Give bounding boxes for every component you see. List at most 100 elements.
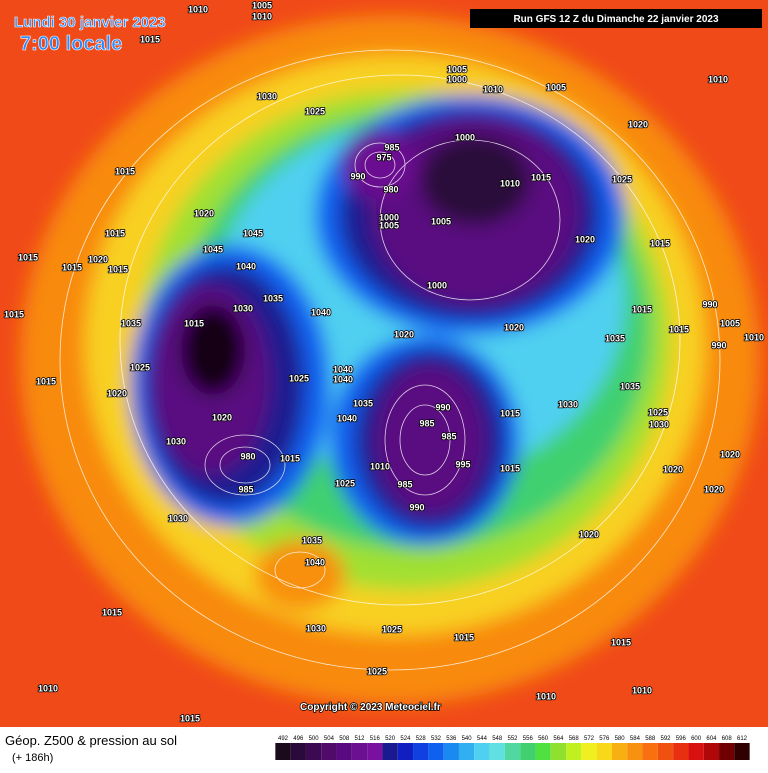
pressure-label: 1010 (188, 4, 208, 14)
pressure-label: 1035 (605, 333, 625, 343)
pressure-label: 1020 (628, 119, 648, 129)
pressure-label: 1005 (252, 0, 272, 10)
legend-swatch (458, 743, 475, 760)
legend-swatch (413, 743, 429, 760)
pressure-label: 1025 (648, 407, 668, 417)
legend-swatch (351, 743, 368, 760)
pressure-label: 1025 (612, 174, 632, 184)
legend-swatch (596, 743, 612, 760)
pressure-label: 1010 (632, 685, 652, 695)
legend-label: 572 (584, 736, 595, 742)
legend-swatch (642, 743, 658, 760)
legend-swatch (367, 743, 383, 760)
pressure-label: 990 (711, 340, 726, 350)
pressure-label: 1010 (500, 178, 520, 188)
pressure-label: 1000 (447, 74, 467, 84)
legend-swatch (719, 743, 735, 760)
date-label: Lundi 30 janvier 2023 (14, 14, 166, 31)
pressure-label: 1020 (579, 529, 599, 539)
legend-label: 604 (706, 736, 717, 742)
forecast-lead: (+ 186h) (12, 752, 53, 764)
legend-label: 536 (446, 736, 457, 742)
legend-label: 588 (645, 736, 656, 742)
pressure-label: 1005 (447, 64, 467, 74)
pressure-label: 1020 (504, 322, 524, 332)
legend-swatch (305, 743, 322, 760)
pressure-label: 1020 (575, 234, 595, 244)
pressure-label: 1010 (483, 84, 503, 94)
pressure-label: 1030 (306, 623, 326, 633)
isobars (59, 49, 721, 671)
pressure-label: 1025 (289, 373, 309, 383)
pressure-label: 985 (238, 484, 253, 494)
legend-swatch (290, 743, 306, 760)
legend-swatch (734, 743, 750, 760)
pressure-label: 1020 (194, 208, 214, 218)
legend-label: 512 (354, 736, 365, 742)
pressure-label: 1000 (427, 280, 447, 290)
legend-label: 496 (293, 736, 304, 742)
legend-label: 540 (462, 736, 473, 742)
legend-label: 524 (400, 736, 411, 742)
legend-label: 592 (660, 736, 671, 742)
legend-swatch (428, 743, 444, 760)
pressure-label: 1015 (500, 463, 520, 473)
pressure-label: 1015 (4, 309, 24, 319)
copyright: Copyright © 2023 Meteociel.fr (300, 702, 441, 713)
legend-label: 608 (722, 736, 733, 742)
legend-label: 544 (477, 736, 488, 742)
pressure-label: 990 (350, 171, 365, 181)
pressure-label: 1030 (168, 513, 188, 523)
run-box (470, 9, 762, 28)
pressure-label: 1020 (394, 329, 414, 339)
legend-label: 612 (737, 736, 748, 742)
pressure-label: 980 (240, 451, 255, 461)
legend-label: 560 (538, 736, 549, 742)
pressure-label: 1045 (243, 228, 263, 238)
pressure-label: 1005 (720, 318, 740, 328)
legend-label: 492 (278, 736, 289, 742)
pressure-label: 995 (455, 459, 470, 469)
pressure-label: 1040 (305, 557, 325, 567)
legend-label: 504 (324, 736, 335, 742)
legend-label: 500 (309, 736, 320, 742)
pressure-label: 1015 (500, 408, 520, 418)
pressure-label: 985 (441, 431, 456, 441)
legend-label: 568 (569, 736, 580, 742)
run-label: Run GFS 12 Z du Dimanche 22 janvier 2023 (513, 14, 719, 25)
pressure-label: 1030 (558, 399, 578, 409)
legend-label: 552 (507, 736, 518, 742)
legend-swatch (336, 743, 352, 760)
pressure-label: 1010 (536, 691, 556, 701)
z500-field (20, 15, 760, 705)
legend-label: 516 (370, 736, 381, 742)
legend-swatch (535, 743, 551, 760)
legend-label: 584 (630, 736, 641, 742)
legend-swatch (566, 743, 582, 760)
pressure-label: 1025 (305, 106, 325, 116)
legend: 492 496 500 504 508 512 516 520 524 528 532 536 540 5… (275, 736, 750, 760)
legend-label: 556 (523, 736, 534, 742)
legend-swatch (382, 743, 398, 760)
pressure-label: 1005 (431, 216, 451, 226)
pressure-label: 1015 (62, 262, 82, 272)
legend-swatch (611, 743, 628, 760)
footer-title: Géop. Z500 & pression au sol (5, 733, 177, 748)
legend-label: 596 (676, 736, 687, 742)
legend-label: 600 (691, 736, 702, 742)
legend-swatch (275, 743, 291, 760)
legend-label: 576 (599, 736, 610, 742)
legend-label: 532 (431, 736, 442, 742)
legend-label: 508 (339, 736, 350, 742)
pressure-label: 1015 (280, 453, 300, 463)
pressure-label: 1015 (115, 166, 135, 176)
pressure-label: 1010 (744, 332, 764, 342)
legend-label: 528 (416, 736, 427, 742)
pressure-label: 1005 (546, 82, 566, 92)
pressure-label: 980 (383, 184, 398, 194)
legend-label: 564 (553, 736, 564, 742)
pressure-label: 1030 (649, 419, 669, 429)
pressure-label: 1010 (708, 74, 728, 84)
pressure-label: 1015 (180, 713, 200, 723)
